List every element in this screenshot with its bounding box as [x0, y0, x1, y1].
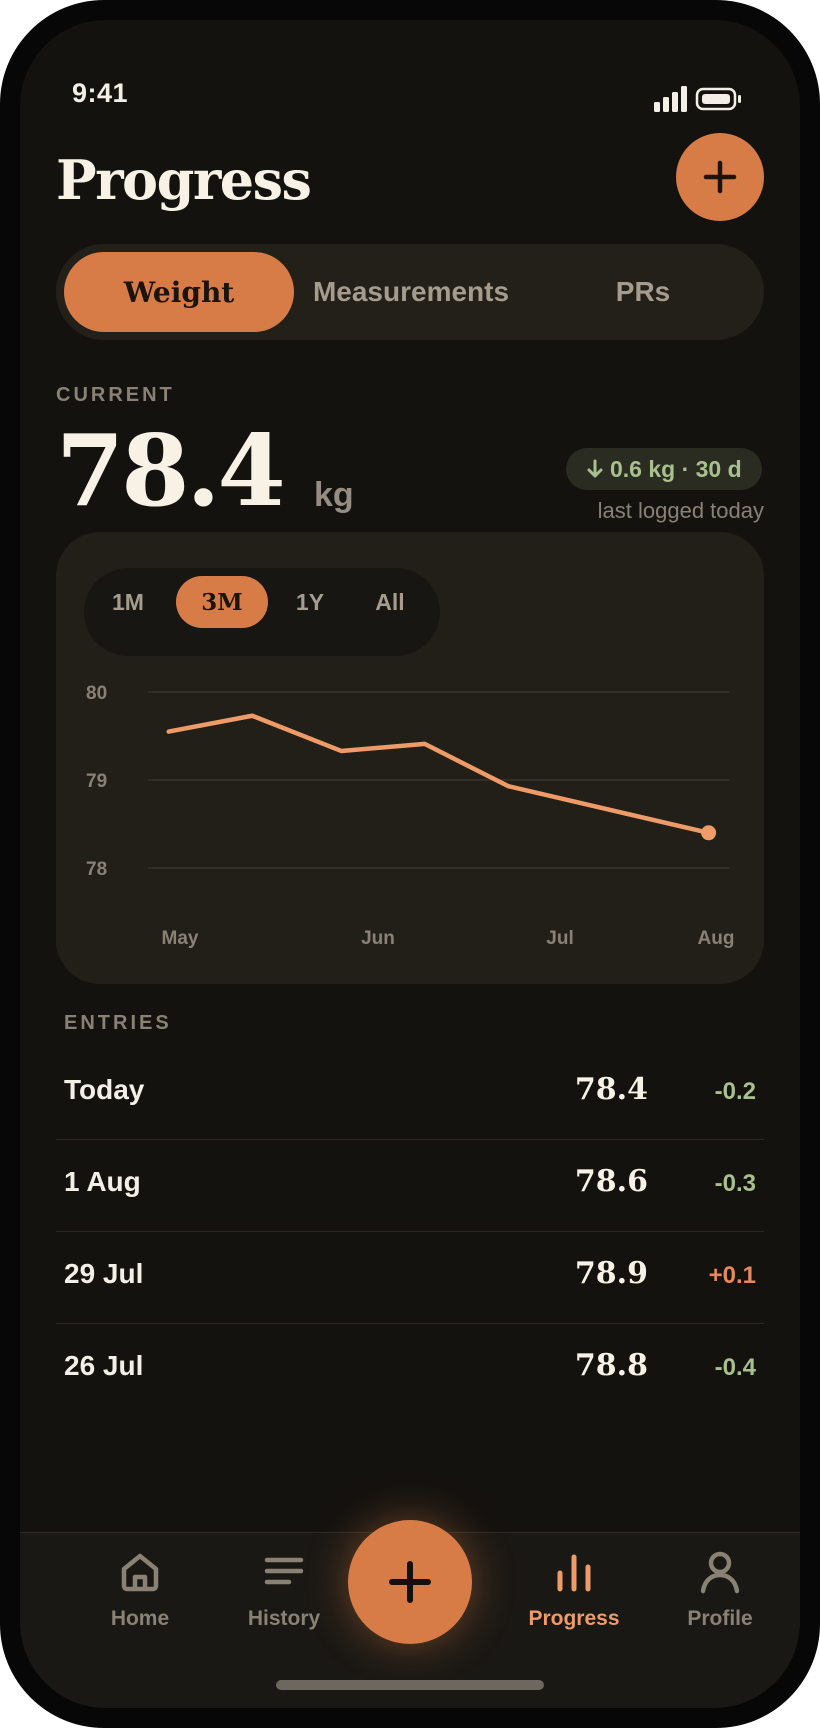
entry-delta: +0.1: [708, 1262, 756, 1289]
entry-value: 78.9: [574, 1256, 648, 1291]
status-time: 9:41: [72, 78, 129, 108]
tab-home-label: Home: [110, 1607, 170, 1630]
range-1m[interactable]: 1M: [112, 588, 144, 615]
app-screen: 9:41 Progress Weight Measurements PRs CU…: [20, 20, 800, 1708]
entry-value: 78.8: [574, 1348, 648, 1383]
add-entry-button[interactable]: [676, 133, 764, 221]
current-weight-value: 78.4: [56, 414, 286, 529]
range-1y[interactable]: 1Y: [295, 588, 325, 615]
battery-icon: [695, 87, 741, 111]
tab-history-label: History: [247, 1607, 321, 1630]
segment-weight[interactable]: Weight: [64, 252, 294, 332]
entry-row[interactable]: 26 Jul 78.8 -0.4: [56, 1324, 764, 1416]
list-icon: [264, 1557, 304, 1585]
page-title: Progress: [56, 148, 312, 212]
range-3m[interactable]: 3M: [176, 576, 268, 628]
range-all[interactable]: All: [375, 588, 405, 615]
chart-card: 80 79 78 May Jun Jul Aug 1M 3M 1Y All: [56, 532, 764, 984]
home-indicator: [276, 1680, 544, 1690]
entry-date: 26 Jul: [64, 1350, 144, 1381]
weight-line-chart: 80 79 78 May Jun Jul Aug: [86, 683, 735, 949]
quick-add-button[interactable]: [348, 1520, 472, 1644]
status-icons: [654, 86, 741, 112]
signal-icon: [654, 86, 687, 112]
series-line: [166, 713, 711, 836]
x-tick-label: Jun: [361, 928, 395, 949]
current-label: CURRENT: [56, 384, 175, 406]
latest-point: [701, 825, 717, 841]
entry-date: 1 Aug: [64, 1166, 141, 1197]
entry-value: 78.4: [574, 1072, 648, 1107]
segment-measurements[interactable]: Measurements: [312, 276, 510, 307]
arrow-down-icon: [587, 459, 603, 478]
tab-profile-label: Profile: [687, 1607, 753, 1630]
entries-label: ENTRIES: [64, 1012, 172, 1034]
entry-row[interactable]: Today 78.4 -0.2: [56, 1048, 764, 1140]
entry-date: 29 Jul: [64, 1258, 144, 1289]
tab-profile[interactable]: Profile: [660, 1549, 780, 1631]
plus-icon: [703, 160, 737, 194]
tab-home[interactable]: Home: [80, 1549, 200, 1631]
y-tick-label: 79: [86, 771, 107, 792]
tab-progress[interactable]: Progress: [514, 1549, 634, 1631]
last-logged-text: last logged today: [597, 498, 764, 523]
bar-chart-icon: [557, 1554, 591, 1592]
delta-badge-text: 0.6 kg · 30 d: [610, 455, 742, 482]
entry-row[interactable]: 1 Aug 78.6 -0.3: [56, 1140, 764, 1232]
range-selector: 1M 3M 1Y All: [84, 568, 440, 656]
entry-date: Today: [64, 1074, 145, 1105]
entry-delta: -0.2: [714, 1078, 756, 1105]
y-tick-label: 78: [86, 859, 107, 880]
segment-prs[interactable]: PRs: [615, 276, 671, 307]
entry-value: 78.6: [574, 1164, 648, 1199]
user-icon: [700, 1551, 740, 1594]
home-icon: [121, 1553, 159, 1592]
y-tick-label: 80: [86, 683, 107, 704]
x-tick-label: Jul: [546, 928, 573, 949]
entry-row[interactable]: 29 Jul 78.9 +0.1: [56, 1232, 764, 1324]
x-tick-label: Aug: [698, 928, 735, 949]
entry-delta: -0.3: [714, 1170, 756, 1197]
entry-delta: -0.4: [714, 1354, 756, 1381]
current-weight-unit: kg: [314, 476, 354, 514]
tab-history[interactable]: History: [224, 1549, 344, 1631]
plus-icon: [389, 1561, 431, 1603]
x-tick-label: May: [162, 928, 199, 949]
delta-badge: 0.6 kg · 30 d: [566, 448, 762, 490]
metric-segmented-control: Weight Measurements PRs: [56, 244, 764, 340]
tab-progress-label: Progress: [528, 1607, 620, 1630]
